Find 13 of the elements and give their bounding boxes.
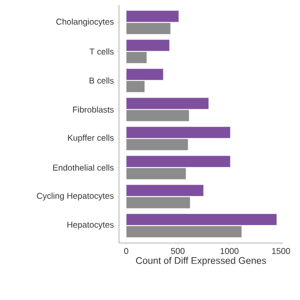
x-tick-label: 500 — [171, 248, 185, 254]
y-tick-label: B cells — [90, 77, 114, 84]
x-tick-label: 1000 — [220, 248, 238, 254]
y-tick-label: T cells — [90, 48, 114, 55]
y-tick-label: Hepatocytes — [67, 222, 114, 230]
y-tick-label: Fibroblasts — [73, 106, 114, 113]
y-tick-label: Endothelial cells — [53, 164, 114, 171]
x-axis-title: Count of Diff Expressed Genes — [136, 256, 266, 266]
y-tick-label: Kupffer cells — [68, 134, 114, 142]
x-tick-label: 1500 — [272, 248, 290, 254]
y-tick-label: Cycling Hepatocytes — [36, 192, 114, 201]
x-tick-label: 0 — [124, 248, 128, 254]
y-tick-label: Cholangiocytes — [56, 18, 114, 26]
